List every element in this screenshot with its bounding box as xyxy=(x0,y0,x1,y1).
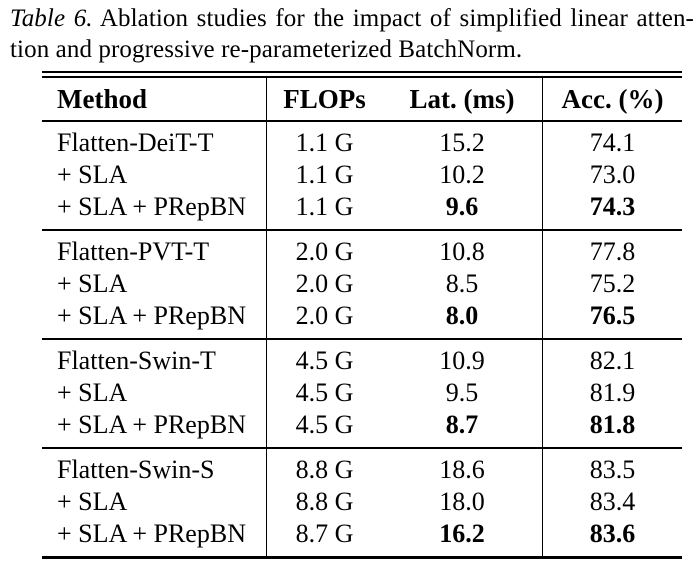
table-group-pvt: Flatten-PVT-T 2.0 G 10.8 77.8 + SLA 2.0 … xyxy=(42,231,682,338)
latency-cell: 9.5 xyxy=(382,377,543,409)
caption-line-2: tion and progressive re-parameterized Ba… xyxy=(10,34,694,65)
method-cell: + SLA xyxy=(42,159,267,191)
table-group-deit: Flatten-DeiT-T 1.1 G 15.2 74.1 + SLA 1.1… xyxy=(42,122,682,229)
flops-cell: 4.5 G xyxy=(295,410,354,439)
caption-line-1: Table 6. Ablation studies for the impact… xyxy=(10,3,694,34)
table-row: Flatten-PVT-T 2.0 G 10.8 77.8 xyxy=(42,231,682,268)
table-row: Flatten-Swin-T 4.5 G 10.9 82.1 xyxy=(42,340,682,377)
flops-cell: 1.1 G xyxy=(295,128,354,157)
latency-cell: 16.2 xyxy=(382,518,543,556)
table-group-swin-t: Flatten-Swin-T 4.5 G 10.9 82.1 + SLA 4.5… xyxy=(42,340,682,447)
table-group-swin-s: Flatten-Swin-S 8.8 G 18.6 83.5 + SLA 8.8… xyxy=(42,449,682,556)
table-row: + SLA + PRepBN 8.7 G 16.2 83.6 xyxy=(42,518,682,556)
flops-cell: 8.7 G xyxy=(295,519,354,548)
accuracy-cell: 77.8 xyxy=(589,237,636,266)
flops-cell: 8.8 G xyxy=(295,455,354,484)
latency-cell: 9.6 xyxy=(382,191,543,229)
flops-cell: 2.0 G xyxy=(295,269,354,298)
table-row: Flatten-Swin-S 8.8 G 18.6 83.5 xyxy=(42,449,682,486)
accuracy-cell: 75.2 xyxy=(589,269,636,298)
method-cell: + SLA + PRepBN xyxy=(42,518,267,556)
table-row: + SLA + PRepBN 4.5 G 8.7 81.8 xyxy=(42,409,682,447)
latency-cell: 8.7 xyxy=(382,409,543,447)
column-header-flops: FLOPs xyxy=(283,84,366,114)
latency-cell: 18.6 xyxy=(382,449,543,486)
method-cell: + SLA + PRepBN xyxy=(42,300,267,338)
latency-cell: 18.0 xyxy=(382,486,543,518)
latency-cell: 10.8 xyxy=(382,231,543,268)
accuracy-cell: 82.1 xyxy=(589,346,636,375)
flops-cell: 2.0 G xyxy=(295,237,354,266)
accuracy-cell: 74.3 xyxy=(589,192,636,221)
method-cell: Flatten-DeiT-T xyxy=(42,122,267,159)
column-header-accuracy: Acc. (%) xyxy=(561,84,664,114)
header-rule xyxy=(42,120,682,122)
flops-cell: 2.0 G xyxy=(295,301,354,330)
method-cell: + SLA + PRepBN xyxy=(42,191,267,229)
group-separator-rule xyxy=(42,338,682,340)
accuracy-cell: 74.1 xyxy=(589,128,636,157)
group-separator-rule xyxy=(42,447,682,449)
method-cell: + SLA xyxy=(42,486,267,518)
table-row: + SLA 2.0 G 8.5 75.2 xyxy=(42,268,682,300)
caption-text-1: Ablation studies for the impact of simpl… xyxy=(99,5,694,32)
table-caption: Table 6. Ablation studies for the impact… xyxy=(10,3,694,65)
flops-cell: 1.1 G xyxy=(295,192,354,221)
table-row: + SLA + PRepBN 2.0 G 8.0 76.5 xyxy=(42,300,682,338)
group-separator-rule xyxy=(42,229,682,231)
table-top-rule xyxy=(42,71,682,78)
accuracy-cell: 73.0 xyxy=(589,160,636,189)
latency-cell: 8.0 xyxy=(382,300,543,338)
ablation-table: Method FLOPs Lat. (ms) Acc. (%) Flatten-… xyxy=(42,71,682,559)
table-header-row: Method FLOPs Lat. (ms) Acc. (%) xyxy=(42,78,682,120)
accuracy-cell: 83.5 xyxy=(589,455,636,484)
paper-page: Table 6. Ablation studies for the impact… xyxy=(0,3,700,570)
accuracy-cell: 83.6 xyxy=(589,519,636,548)
table-row: + SLA 8.8 G 18.0 83.4 xyxy=(42,486,682,518)
column-header-latency: Lat. (ms) xyxy=(382,78,543,120)
latency-cell: 10.2 xyxy=(382,159,543,191)
method-cell: Flatten-Swin-S xyxy=(42,449,267,486)
method-cell: + SLA xyxy=(42,377,267,409)
table-row: + SLA + PRepBN 1.1 G 9.6 74.3 xyxy=(42,191,682,229)
method-cell: Flatten-PVT-T xyxy=(42,231,267,268)
column-header-method: Method xyxy=(42,78,267,120)
method-cell: Flatten-Swin-T xyxy=(42,340,267,377)
flops-cell: 4.5 G xyxy=(295,346,354,375)
caption-table-number: Table 6. xyxy=(10,5,93,32)
accuracy-cell: 81.8 xyxy=(589,410,636,439)
flops-cell: 4.5 G xyxy=(295,378,354,407)
caption-text-2: tion and progressive re-parameterized Ba… xyxy=(10,36,523,63)
table-row: Flatten-DeiT-T 1.1 G 15.2 74.1 xyxy=(42,122,682,159)
method-cell: + SLA xyxy=(42,268,267,300)
table-row: + SLA 4.5 G 9.5 81.9 xyxy=(42,377,682,409)
accuracy-cell: 76.5 xyxy=(589,301,636,330)
accuracy-cell: 81.9 xyxy=(589,378,636,407)
table-bottom-rule xyxy=(42,556,682,559)
method-cell: + SLA + PRepBN xyxy=(42,409,267,447)
flops-cell: 1.1 G xyxy=(295,160,354,189)
latency-cell: 15.2 xyxy=(382,122,543,159)
latency-cell: 10.9 xyxy=(382,340,543,377)
accuracy-cell: 83.4 xyxy=(589,487,636,516)
latency-cell: 8.5 xyxy=(382,268,543,300)
flops-cell: 8.8 G xyxy=(295,487,354,516)
table-row: + SLA 1.1 G 10.2 73.0 xyxy=(42,159,682,191)
